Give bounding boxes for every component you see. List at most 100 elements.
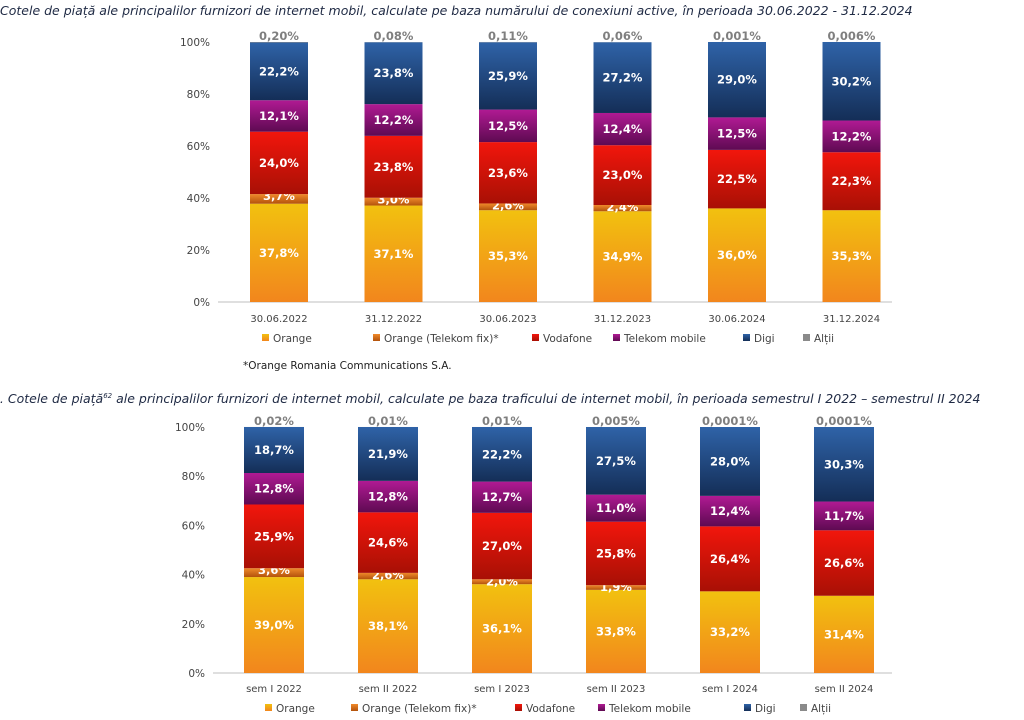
bar-segment-telekom bbox=[358, 480, 418, 513]
data-label-altii: 0,005% bbox=[592, 414, 640, 428]
bar-segment-orange_fix bbox=[364, 197, 423, 206]
data-label-telekom: 12,5% bbox=[717, 127, 757, 141]
chart-2-title-suffix: ale principalilor furnizori de internet … bbox=[112, 391, 981, 406]
bar-segment-orange bbox=[593, 211, 652, 302]
bar-segment-vodafone bbox=[479, 142, 537, 204]
data-label-vodafone: 23,0% bbox=[603, 168, 643, 182]
data-label-vodafone: 24,0% bbox=[259, 156, 299, 170]
bar-segment-orange bbox=[364, 205, 423, 302]
legend-label-orange: Orange bbox=[273, 333, 312, 345]
chart-2-title: n. Cotele de piață62 ale principalilor f… bbox=[0, 391, 1024, 406]
bar-segment-digi bbox=[250, 42, 308, 101]
x-tick-label: 30.06.2023 bbox=[479, 314, 536, 325]
data-label-digi: 21,9% bbox=[368, 447, 408, 461]
data-label-orange: 38,1% bbox=[368, 619, 408, 633]
data-label-altii: 0,20% bbox=[259, 29, 299, 43]
data-label-digi: 18,7% bbox=[254, 443, 294, 457]
bar-segment-telekom bbox=[822, 120, 881, 153]
data-label-orange: 36,1% bbox=[482, 622, 522, 636]
chart-connections: 0%20%40%60%80%100%37,8%3,7%24,0%12,1%22,… bbox=[180, 29, 892, 345]
legend-swatch-digi bbox=[743, 334, 750, 341]
bar-segment-orange_fix bbox=[479, 203, 537, 211]
bar-segment-orange bbox=[358, 579, 418, 673]
bar-segment-telekom bbox=[593, 112, 652, 146]
legend-swatch-orange bbox=[262, 334, 269, 341]
x-tick-label: 30.06.2022 bbox=[250, 314, 307, 325]
bar-segment-digi bbox=[822, 42, 881, 121]
data-label-digi: 27,5% bbox=[596, 454, 636, 468]
bar-segment-digi bbox=[586, 427, 646, 495]
bar-segment-digi bbox=[364, 42, 423, 105]
bar-segment-orange bbox=[822, 210, 881, 302]
data-label-orange: 34,9% bbox=[603, 250, 643, 264]
data-label-digi: 25,9% bbox=[488, 69, 528, 83]
data-label-vodafone: 22,5% bbox=[717, 172, 757, 186]
data-label-vodafone: 23,8% bbox=[374, 160, 414, 174]
data-label-telekom: 12,5% bbox=[488, 119, 528, 133]
bar-segment-telekom bbox=[244, 473, 304, 505]
data-label-telekom: 12,1% bbox=[259, 109, 299, 123]
legend-label-altii: Alții bbox=[814, 333, 834, 345]
data-label-digi: 22,2% bbox=[259, 64, 299, 78]
legend-label-digi: Digi bbox=[754, 333, 775, 345]
legend-label-orange_fix: Orange (Telekom fix)* bbox=[362, 703, 477, 715]
data-label-telekom: 12,2% bbox=[832, 129, 872, 143]
legend-label-orange_fix: Orange (Telekom fix)* bbox=[384, 333, 499, 345]
legend-label-vodafone: Vodafone bbox=[543, 333, 592, 345]
data-label-telekom: 11,7% bbox=[824, 509, 864, 523]
data-label-digi: 30,3% bbox=[824, 457, 864, 471]
data-label-vodafone: 22,3% bbox=[832, 174, 872, 188]
bar-segment-telekom bbox=[250, 100, 308, 132]
legend-swatch-orange_fix bbox=[351, 704, 358, 711]
bar-segment-orange_fix bbox=[593, 205, 652, 212]
bar-segment-vodafone bbox=[814, 530, 874, 596]
chart-1-footnote: *Orange Romania Communications S.A. bbox=[243, 360, 452, 372]
bar-segment-telekom bbox=[364, 104, 423, 136]
data-label-orange: 33,2% bbox=[710, 625, 750, 639]
data-label-orange: 39,0% bbox=[254, 618, 294, 632]
x-tick-label: sem II 2022 bbox=[359, 684, 418, 695]
y-tick-label: 100% bbox=[175, 422, 205, 434]
data-label-altii: 0,006% bbox=[828, 29, 876, 43]
data-label-altii: 0,02% bbox=[254, 414, 294, 428]
data-label-altii: 0,11% bbox=[488, 29, 528, 43]
bar-segment-digi bbox=[479, 42, 537, 110]
bar-segment-telekom bbox=[472, 481, 532, 513]
legend-label-telekom: Telekom mobile bbox=[608, 703, 691, 715]
bar-segment-orange_fix bbox=[358, 572, 418, 580]
y-tick-label: 20% bbox=[187, 245, 210, 257]
x-tick-label: sem I 2023 bbox=[474, 684, 530, 695]
legend-swatch-digi bbox=[744, 704, 751, 711]
y-tick-label: 0% bbox=[188, 668, 205, 680]
bar-segment-vodafone bbox=[364, 135, 423, 198]
x-tick-label: sem I 2024 bbox=[702, 684, 758, 695]
legend-swatch-telekom bbox=[598, 704, 605, 711]
chart-2-title-prefix: n. Cotele de piață bbox=[0, 391, 104, 406]
y-tick-label: 100% bbox=[180, 37, 210, 49]
bar-segment-digi bbox=[814, 427, 874, 502]
legend-swatch-orange_fix bbox=[373, 334, 380, 341]
bar-segment-vodafone bbox=[244, 504, 304, 569]
bar-segment-orange bbox=[708, 208, 766, 302]
data-label-telekom: 11,0% bbox=[596, 501, 636, 515]
bar-segment-digi bbox=[708, 42, 766, 118]
bar-segment-orange bbox=[586, 589, 646, 673]
data-label-telekom: 12,7% bbox=[482, 490, 522, 504]
bar-segment-telekom bbox=[586, 494, 646, 522]
data-label-digi: 23,8% bbox=[374, 66, 414, 80]
data-label-vodafone: 25,9% bbox=[254, 529, 294, 543]
x-tick-label: 30.06.2024 bbox=[708, 314, 765, 325]
data-label-digi: 28,0% bbox=[710, 454, 750, 468]
legend-swatch-vodafone bbox=[532, 334, 539, 341]
data-label-digi: 29,0% bbox=[717, 73, 757, 87]
bar-segment-vodafone bbox=[472, 512, 532, 580]
bar-segment-orange bbox=[472, 584, 532, 673]
bar-segment-vodafone bbox=[822, 152, 881, 211]
legend-swatch-telekom bbox=[613, 334, 620, 341]
y-tick-label: 60% bbox=[182, 520, 205, 532]
data-label-telekom: 12,4% bbox=[603, 122, 643, 136]
x-tick-label: 31.12.2024 bbox=[823, 314, 880, 325]
x-tick-label: 31.12.2022 bbox=[365, 314, 422, 325]
chart-traffic: 0%20%40%60%80%100%39,0%3,6%25,9%12,8%18,… bbox=[175, 414, 892, 715]
bar-segment-orange_fix bbox=[472, 579, 532, 585]
